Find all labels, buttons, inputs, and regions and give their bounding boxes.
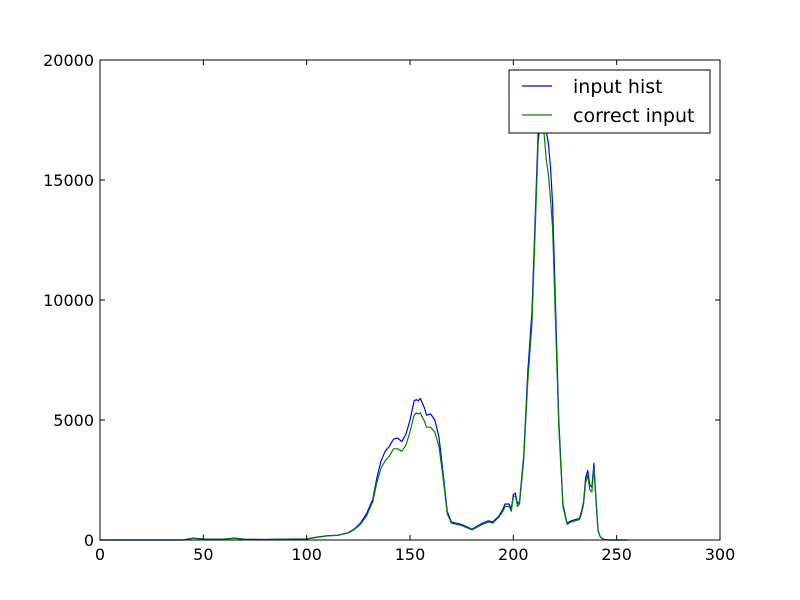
x-tick-label: 50 (193, 545, 213, 564)
plot-frame (99, 59, 721, 541)
tick-labels: 0 50 100 150 200 250 300 0 5000 10000 15000 20000 (43, 51, 735, 564)
legend-box (508, 69, 711, 134)
x-tick-label: 250 (601, 545, 632, 564)
plot-lines (100, 88, 627, 541)
x-tick-label: 200 (498, 545, 529, 564)
x-tick-label: 0 (95, 545, 105, 564)
y-tick-label: 5000 (53, 411, 94, 430)
x-tick-label: 300 (705, 545, 736, 564)
x-tick-label: 100 (291, 545, 322, 564)
series-line-correct-input (100, 116, 627, 541)
y-tick-label: 15000 (43, 171, 94, 190)
legend-label-correct-input: correct input (573, 105, 694, 127)
y-tick-label: 10000 (43, 291, 94, 310)
y-tick-label: 20000 (43, 51, 94, 70)
legend-label-input-hist: input hist (573, 76, 663, 98)
y-tick-label: 0 (84, 531, 94, 550)
x-tick-label: 150 (395, 545, 426, 564)
legend: input hist correct input (508, 69, 711, 134)
